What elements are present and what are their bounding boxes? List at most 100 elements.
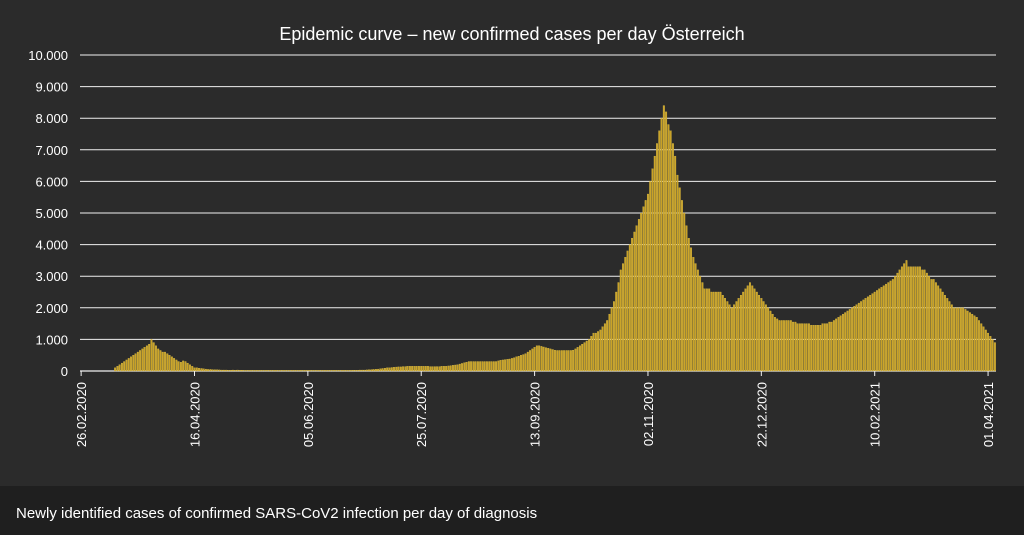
bar: [544, 347, 547, 372]
bar: [955, 307, 958, 372]
bar: [526, 351, 529, 372]
bar: [588, 339, 590, 372]
bar: [932, 279, 935, 372]
y-tick-label: 1.000: [35, 332, 68, 347]
x-tick-label: 22.12.2020: [754, 382, 769, 447]
bar: [241, 370, 244, 372]
bar: [286, 370, 289, 372]
bar: [148, 343, 151, 372]
bar: [442, 366, 445, 372]
bar: [968, 312, 971, 372]
bar: [331, 370, 334, 372]
bar: [674, 155, 677, 372]
bar: [930, 279, 933, 372]
bar: [381, 368, 384, 372]
bar: [991, 339, 994, 372]
x-tick-label: 16.04.2020: [188, 382, 203, 447]
y-tick-label: 7.000: [35, 143, 68, 158]
bar: [778, 320, 781, 372]
bar: [681, 200, 683, 372]
bar: [869, 295, 872, 372]
bar: [978, 320, 980, 372]
bar: [699, 276, 702, 372]
bar: [281, 370, 284, 372]
bar: [243, 370, 246, 372]
bar: [268, 370, 271, 372]
bar: [504, 359, 507, 372]
bar: [293, 370, 296, 372]
bar: [633, 231, 636, 372]
bar: [581, 343, 584, 372]
x-tick-label: 01.04.2021: [981, 382, 996, 447]
bar: [703, 288, 706, 372]
bar: [678, 187, 681, 372]
bar: [424, 366, 427, 372]
bar: [950, 304, 953, 372]
bar: [887, 282, 890, 372]
bar: [830, 321, 833, 372]
bar: [579, 345, 581, 372]
bar: [755, 291, 758, 372]
bar: [266, 370, 269, 372]
bar: [939, 288, 942, 372]
bar: [175, 359, 178, 372]
bar: [288, 370, 291, 372]
bar: [279, 370, 282, 372]
bar: [944, 295, 946, 372]
bar: [535, 345, 538, 372]
bar: [213, 369, 216, 372]
bar: [615, 291, 618, 372]
bar: [724, 298, 727, 372]
bar: [415, 366, 418, 372]
x-tick-label: 05.06.2020: [301, 382, 316, 447]
bar: [812, 325, 815, 372]
bar: [365, 369, 368, 372]
bar: [427, 366, 429, 372]
bar: [851, 307, 853, 372]
bar: [499, 360, 502, 372]
bar: [118, 364, 121, 372]
bar: [145, 345, 148, 372]
bar: [406, 366, 409, 372]
bar: [637, 219, 640, 372]
bar: [510, 358, 513, 372]
bar: [229, 370, 232, 372]
bar: [855, 304, 858, 372]
bar: [980, 323, 983, 372]
bar: [238, 370, 241, 372]
bar: [211, 369, 214, 372]
bar: [141, 348, 144, 372]
bar: [710, 291, 713, 372]
bar: [708, 288, 711, 372]
bar: [751, 285, 754, 372]
caption-bar: Newly identified cases of confirmed SARS…: [0, 486, 1024, 535]
bar: [640, 212, 643, 372]
bar: [574, 348, 577, 372]
bar: [558, 350, 561, 372]
bar: [658, 130, 661, 372]
grid-layer: [80, 54, 996, 372]
bar: [245, 370, 248, 372]
bar: [524, 353, 527, 372]
bar: [787, 320, 790, 372]
bar: [576, 347, 579, 372]
bar: [531, 348, 534, 372]
bar: [798, 323, 801, 372]
bar: [297, 370, 300, 372]
bar: [719, 291, 722, 372]
bar: [318, 370, 321, 372]
y-tick-label: 9.000: [35, 80, 68, 95]
bar: [873, 291, 876, 372]
bar: [910, 266, 912, 372]
bar: [613, 301, 615, 372]
bar: [597, 331, 600, 372]
bar: [984, 329, 987, 372]
bar: [796, 323, 799, 372]
chart-title: Epidemic curve – new confirmed cases per…: [279, 24, 744, 44]
bar: [449, 365, 452, 372]
bar: [549, 348, 552, 372]
bar: [232, 369, 234, 372]
bar: [563, 350, 566, 372]
bar: [966, 310, 969, 372]
bar: [866, 296, 869, 372]
